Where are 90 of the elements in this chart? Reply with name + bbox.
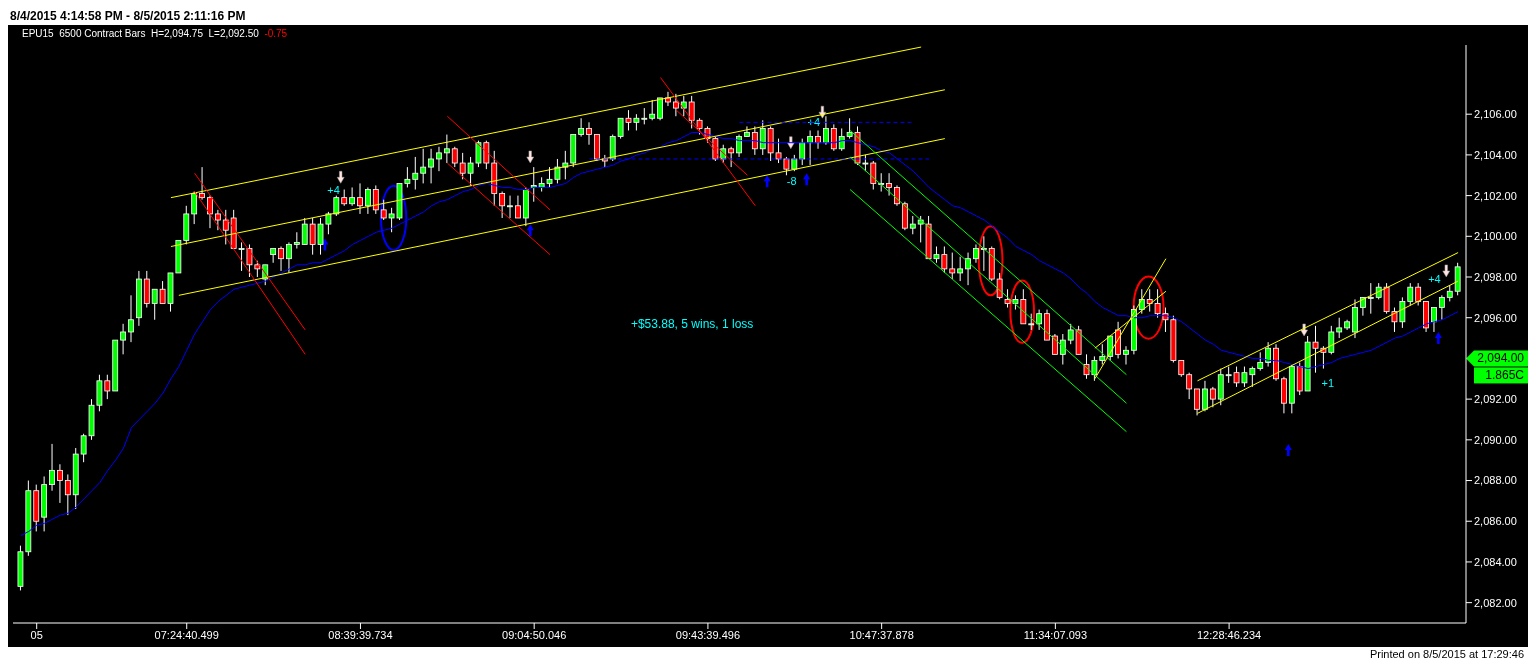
candlestick [207, 195, 213, 229]
candlestick [1059, 333, 1066, 366]
candlestick [349, 186, 356, 207]
candlestick [1257, 351, 1264, 372]
candlestick [823, 115, 829, 146]
candlestick [1036, 309, 1043, 331]
y-tick-label: 2,098.00 [1474, 270, 1517, 283]
candlestick [1336, 317, 1343, 339]
annotation: +4 [807, 116, 820, 129]
x-tick-label: 07:24:40.499 [154, 628, 219, 641]
candlestick [1186, 372, 1193, 400]
y-tick-label: 2,092.00 [1474, 393, 1517, 406]
candlestick [372, 184, 379, 215]
candlestick [278, 245, 284, 272]
text: 2,094.00 [1477, 351, 1525, 366]
candlestick [728, 146, 735, 168]
candlestick [957, 256, 964, 282]
candlestick [120, 323, 127, 355]
candlestick [507, 195, 513, 219]
candlestick [333, 195, 340, 217]
candlestick [365, 186, 371, 215]
candlestick [443, 134, 450, 164]
candlestick [49, 443, 55, 492]
candlestick [917, 215, 924, 243]
y-tick-label: 2,100.00 [1474, 230, 1517, 243]
candlestick [270, 248, 277, 264]
x-tick-label: 08:39:39.734 [328, 628, 393, 641]
candlestick [744, 125, 750, 138]
annotation: +4 [1428, 273, 1441, 286]
candlestick [751, 125, 758, 156]
candlestick [1415, 282, 1422, 307]
y-tick-label: 2,084.00 [1474, 555, 1517, 568]
candlestick [64, 473, 71, 516]
x-tick-label: 10:47:37.878 [849, 628, 914, 641]
candlestick [128, 294, 134, 343]
candlestick [830, 123, 837, 152]
candlestick [909, 215, 916, 235]
text: -0.75 [263, 28, 288, 39]
x-tick-label: 12:28:46.234 [1196, 628, 1262, 641]
y-tick-label: 2,090.00 [1474, 433, 1517, 446]
candlestick [420, 148, 427, 184]
candlestick [451, 146, 458, 168]
candlestick [665, 91, 671, 107]
text: Printed on 8/5/2015 at 17:29:46 [1368, 647, 1525, 661]
annotation: +4 [327, 183, 340, 196]
candlestick [436, 146, 442, 172]
candlestick [286, 241, 292, 274]
annotation: +$53.88, 5 wins, 1 loss [630, 316, 754, 331]
candlestick [680, 95, 687, 117]
y-tick-label: 2,096.00 [1474, 311, 1517, 324]
chart-subtitle: EPU15 6500 Contract Bars H=2,094.75 L=2,092.50 [22, 28, 259, 39]
candlestick [1438, 294, 1445, 321]
chart-title: 8/4/2015 4:14:58 PM - 8/5/2015 2:11:16 PM [9, 8, 247, 25]
candlestick [57, 463, 63, 504]
candlestick [886, 172, 892, 197]
candlestick [1431, 307, 1437, 333]
x-tick-label: 05 [30, 628, 43, 641]
candlestick [1367, 282, 1374, 315]
candlestick [1209, 386, 1216, 408]
candlestick [657, 97, 663, 121]
candlestick [515, 195, 521, 219]
x-tick-label: 11:34:07.093 [1023, 628, 1088, 641]
annotation: -8 [786, 175, 797, 188]
candlestick [1202, 380, 1208, 412]
candlestick [1265, 341, 1272, 368]
candlestick [815, 129, 821, 150]
y-tick-label: 2,102.00 [1474, 189, 1517, 202]
candlestick [1123, 345, 1129, 366]
x-tick-label: 09:43:39.496 [675, 628, 741, 641]
candlestick [357, 182, 363, 215]
x-tick-label: 09:04:50.046 [502, 628, 567, 641]
candlestick [586, 121, 592, 146]
candlestick [1194, 388, 1200, 416]
candlestick [499, 191, 506, 219]
y-tick-label: 2,086.00 [1474, 515, 1517, 528]
candlestick [214, 209, 221, 231]
candlestick [799, 138, 806, 166]
candlestick [428, 148, 434, 184]
candlestick [965, 252, 971, 286]
y-tick-label: 2,104.00 [1474, 148, 1517, 161]
annotation: +1 [1321, 376, 1335, 389]
candlestick [807, 129, 814, 166]
y-tick-label: 2,088.00 [1474, 474, 1517, 487]
candlestick [191, 191, 198, 225]
candlestick [973, 243, 979, 264]
candlestick [578, 117, 585, 138]
candlestick [222, 209, 229, 245]
y-tick-label: 2,082.00 [1474, 596, 1517, 609]
y-tick-label: 2,106.00 [1474, 108, 1517, 121]
text: 1.865C [1485, 368, 1525, 383]
